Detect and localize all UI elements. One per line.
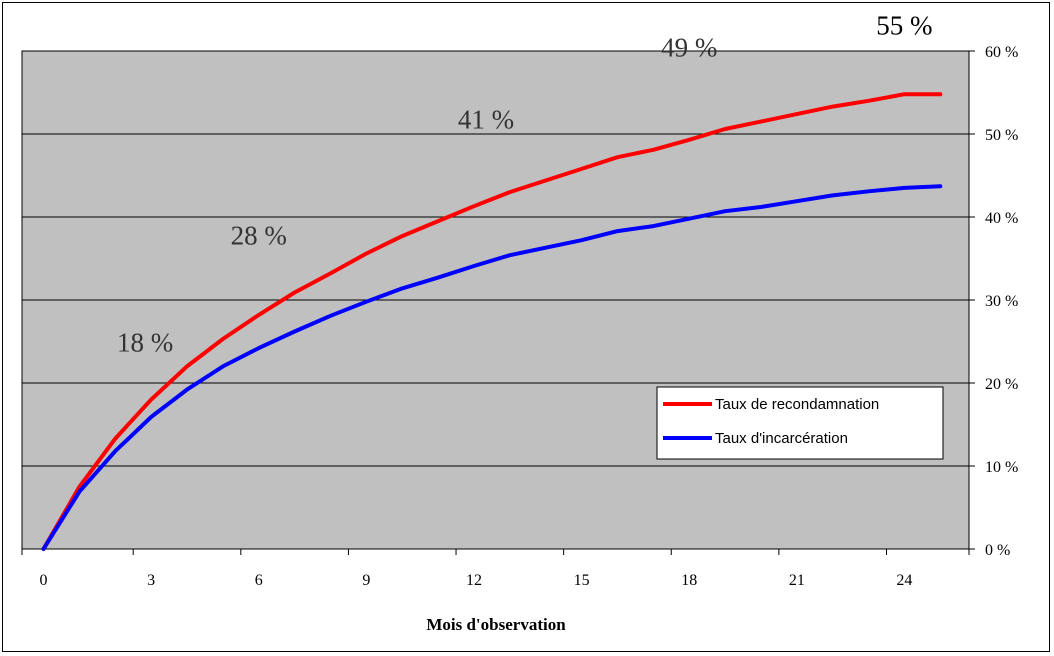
x-tick-label: 6	[255, 572, 263, 589]
series-line-incarceration	[41, 184, 943, 551]
y-tick-label: 60 %	[985, 44, 1018, 61]
series-line-recondamnation	[41, 92, 943, 551]
annotation-label: 49 %	[661, 32, 717, 62]
x-tick-label: 21	[789, 572, 805, 589]
annotations: 18 % 28 % 41 % 49 % 55 %	[117, 11, 933, 358]
legend-label-recondamnation: Taux de recondamnation	[715, 396, 879, 413]
x-tick-label: 9	[362, 572, 370, 589]
x-tick-label: 18	[681, 572, 697, 589]
x-tick-label: 3	[147, 572, 155, 589]
y-tick-label: 20 %	[985, 376, 1018, 393]
axes: 0 % 10 % 20 % 30 % 40 % 50 % 60 % 0 3 6 9 12 15 18 21 2…	[21, 44, 1018, 589]
annotation-label: 41 %	[458, 105, 514, 135]
y-tick-label: 30 %	[985, 293, 1018, 310]
series-lines	[41, 92, 943, 551]
annotation-label: 18 %	[117, 328, 173, 358]
gridlines	[22, 133, 969, 467]
y-tick-label: 0 %	[985, 542, 1010, 559]
x-tick-label: 12	[466, 572, 482, 589]
annotation-label: 28 %	[231, 221, 287, 251]
y-tick-label: 10 %	[985, 459, 1018, 476]
x-axis-label: Mois d'observation	[426, 615, 566, 634]
x-tick-label: 24	[896, 572, 912, 589]
legend-box	[656, 386, 944, 460]
y-tick-label: 50 %	[985, 127, 1018, 144]
x-tick-label: 15	[574, 572, 590, 589]
annotation-label: 55 %	[876, 11, 932, 41]
y-tick-label: 40 %	[985, 210, 1018, 227]
x-tick-label: 0	[40, 572, 48, 589]
legend: Taux de recondamnation Taux d'incarcérat…	[656, 386, 944, 460]
legend-label-incarceration: Taux d'incarcération	[715, 430, 848, 447]
